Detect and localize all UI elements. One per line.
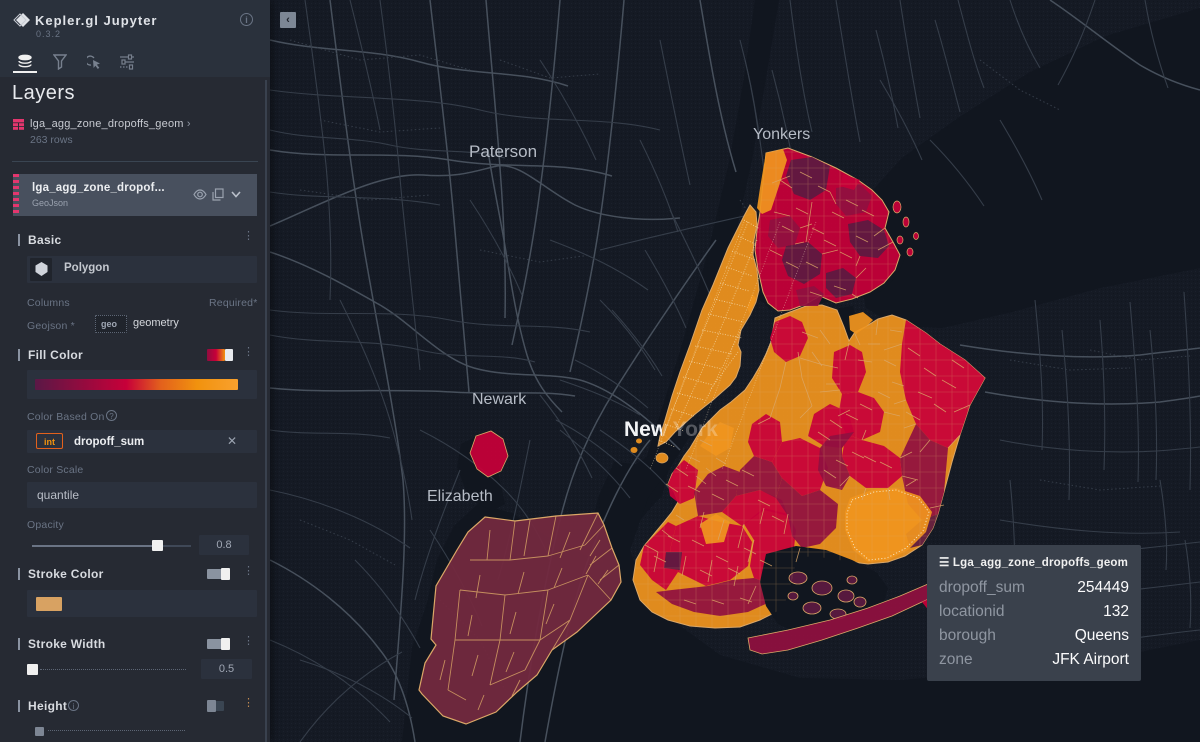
svg-text:Elizabeth: Elizabeth (427, 488, 493, 505)
svg-text:New York: New York (624, 418, 718, 441)
svg-text:Paterson: Paterson (469, 142, 537, 161)
svg-text:New York: New York (624, 418, 718, 441)
svg-text:Newark: Newark (472, 391, 527, 408)
svg-text:Yonkers: Yonkers (753, 126, 810, 143)
